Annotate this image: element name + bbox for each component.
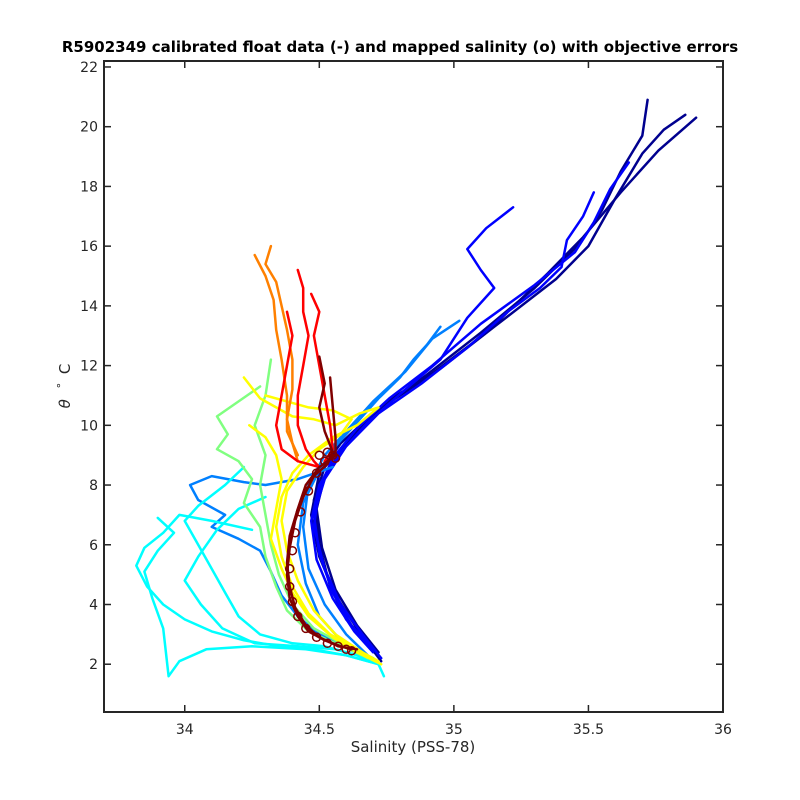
mapped-salinity-markers — [284, 447, 357, 656]
profile-line-15 — [253, 358, 369, 660]
mapped-salinity-point — [284, 581, 295, 592]
plot-frame — [103, 60, 724, 713]
x-tick-label: 36 — [714, 722, 732, 738]
mapped-salinity-point — [330, 453, 341, 463]
mapped-salinity-point — [290, 528, 300, 538]
series-layer — [135, 98, 698, 678]
y-axis-label-unit: C — [56, 364, 74, 374]
x-tick-label: 35.5 — [573, 722, 604, 738]
mapped-salinity-point — [303, 486, 314, 496]
svg-text:θ ° C: θ ° C — [51, 364, 74, 409]
profile-line-22 — [309, 292, 335, 463]
mapped-salinity-point — [284, 563, 295, 574]
mapped-salinity-point — [287, 545, 298, 556]
x-tick-label: 34.5 — [304, 722, 335, 738]
y-tick-label: 14 — [80, 299, 98, 315]
y-axis-label: θ ° C — [51, 364, 74, 409]
y-tick-label: 12 — [80, 359, 98, 375]
mapped-salinity-point — [328, 450, 338, 460]
mapped-salinity-point — [333, 641, 343, 652]
mapped-salinity-point — [314, 450, 325, 460]
profile-line-17 — [264, 394, 364, 654]
mapped-salinity-point — [287, 596, 298, 607]
mapped-salinity-point — [295, 507, 306, 517]
profile-line-20 — [253, 253, 300, 457]
x-axis-ticks: 34 34.5 35 35.5 36 — [176, 61, 732, 738]
y-tick-label: 20 — [80, 120, 98, 136]
profile-line-14 — [215, 385, 364, 657]
mapped-salinity-point — [322, 638, 333, 649]
y-axis-label-degree: ° — [55, 383, 68, 389]
chart-title: R5902349 calibrated float data (-) and m… — [62, 38, 738, 56]
y-axis-ticks: 2 4 6 8 10 12 14 16 18 20 22 — [80, 60, 723, 673]
mapped-salinity-point — [301, 623, 311, 634]
y-tick-label: 2 — [89, 657, 98, 673]
y-tick-label: 10 — [80, 418, 98, 434]
profile-line-23 — [274, 310, 321, 469]
y-tick-label: 6 — [89, 538, 98, 554]
mapped-salinity-point — [319, 456, 330, 466]
y-tick-label: 8 — [89, 478, 98, 494]
y-tick-label: 16 — [80, 239, 98, 255]
profile-line-11 — [143, 516, 386, 678]
x-tick-label: 35 — [445, 722, 463, 738]
mapped-salinity-point — [322, 447, 333, 457]
mapped-salinity-point — [346, 646, 357, 656]
profile-line-13 — [183, 495, 369, 660]
profile-line-5 — [309, 206, 515, 654]
y-tick-label: 18 — [80, 179, 98, 195]
mapped-salinity-point — [311, 468, 322, 478]
profile-line-16 — [242, 376, 380, 663]
mapped-salinity-point — [341, 644, 351, 655]
mapped-salinity-point — [311, 632, 322, 643]
profile-line-21 — [296, 268, 321, 469]
x-tick-label: 34 — [176, 722, 194, 738]
y-axis-label-symbol: θ — [56, 399, 74, 408]
mapped-salinity-point — [293, 611, 303, 622]
y-tick-label: 22 — [80, 60, 98, 76]
x-axis-label: Salinity (PSS-78) — [351, 738, 476, 756]
profile-line-18 — [248, 424, 383, 666]
y-tick-label: 4 — [89, 597, 98, 613]
